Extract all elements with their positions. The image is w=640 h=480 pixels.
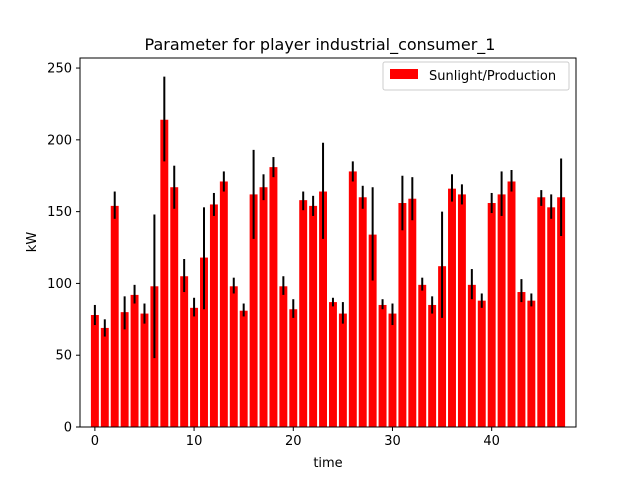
legend: Sunlight/Production (382, 61, 570, 91)
bar (279, 286, 288, 427)
bar (467, 284, 476, 427)
bar (428, 304, 437, 427)
bar (120, 312, 129, 427)
bar (160, 119, 169, 428)
bar (507, 181, 516, 427)
bar (448, 188, 456, 427)
bar (408, 198, 417, 427)
bar (140, 313, 149, 427)
bar (249, 194, 258, 427)
bar (487, 203, 496, 427)
error-bars-layer (93, 76, 563, 359)
x-tick-label: 0 (91, 434, 99, 449)
bar (100, 327, 109, 427)
bar (180, 276, 189, 427)
x-tick-label: 20 (285, 434, 302, 449)
legend-box (382, 61, 570, 91)
bar (328, 302, 337, 427)
bar (378, 304, 387, 427)
bar (497, 194, 506, 427)
legend-label: Sunlight/Production (429, 69, 556, 84)
bar (348, 171, 357, 427)
bar (219, 181, 228, 427)
bar (368, 234, 377, 427)
bar (517, 292, 526, 427)
y-axis-label: kW (25, 232, 40, 253)
y-axis-ticks: 0 50 100 150 200 250 (47, 62, 80, 436)
y-tick-label: 150 (47, 205, 72, 220)
x-tick-label: 40 (483, 434, 500, 449)
bar (110, 205, 119, 427)
bar (170, 187, 179, 427)
bar (200, 257, 208, 427)
bar (398, 203, 407, 427)
bar (547, 207, 556, 427)
x-tick-label: 30 (384, 434, 401, 449)
bar (358, 197, 367, 427)
y-tick-label: 250 (47, 62, 72, 77)
y-tick-label: 200 (47, 133, 72, 148)
x-tick-label: 10 (186, 434, 203, 449)
bar (130, 294, 139, 427)
bar (438, 266, 447, 427)
bar (537, 197, 546, 427)
bar (90, 315, 99, 427)
bar (190, 307, 199, 427)
plot-frame (79, 57, 577, 428)
bar (557, 197, 566, 427)
bar (239, 310, 248, 427)
bar (527, 300, 536, 427)
bar (209, 204, 218, 427)
bar (269, 167, 278, 428)
bar (299, 200, 308, 427)
chart-title: Parameter for player industrial_consumer… (145, 35, 496, 55)
y-tick-label: 50 (55, 349, 72, 364)
bar (418, 284, 427, 427)
bar (309, 205, 318, 427)
bar (229, 286, 238, 427)
bar (259, 187, 268, 427)
bar (477, 300, 486, 427)
bar (338, 313, 347, 427)
x-axis-label: time (313, 456, 342, 471)
bar (319, 191, 328, 427)
y-tick-label: 100 (47, 277, 72, 292)
y-tick-label: 0 (64, 421, 72, 436)
legend-swatch (390, 69, 418, 79)
bar (289, 309, 298, 427)
x-axis-ticks: 0 10 20 30 40 (91, 427, 500, 449)
bar (457, 194, 466, 427)
bar (388, 313, 397, 427)
